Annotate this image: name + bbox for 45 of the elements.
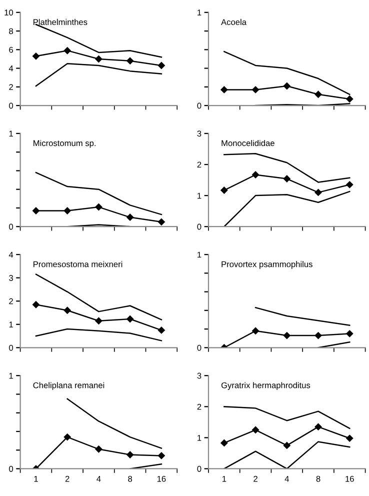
y-tick-label: 1 [9,130,13,136]
x-tick-label: 8 [128,476,132,482]
y-tick-label: 0 [9,224,14,230]
y-tick-label: 8 [9,28,13,34]
y-tick-label: 1 [198,252,202,258]
x-tick-label: 1 [34,476,38,482]
y-tick-label: 6 [9,46,13,53]
y-tick-label: 0 [9,344,14,351]
text: Provortex psammophilus [222,261,312,269]
y-tick-label: 4 [8,66,14,72]
text: Microstomum sp. [34,140,96,148]
x-tick-label: 8 [316,476,320,482]
x-tick-label: 4 [284,476,289,482]
y-tick-label: 10 [4,10,14,16]
x-tick-label: 2 [254,476,258,482]
text: Acoela [221,18,247,26]
y-tick-label: 0 [197,466,202,472]
y-tick-label: 4 [8,252,14,258]
y-tick-label: 2 [9,84,13,90]
text: Gyratrix hermaphroditus [221,382,310,390]
y-tick-label: 1 [198,10,202,16]
y-tick-label: 0 [197,224,202,230]
x-tick-label: 4 [96,476,101,482]
y-tick-label: 2 [197,162,202,168]
y-tick-label: 1 [198,434,202,441]
y-tick-label: 3 [197,130,202,137]
text: Monocelididae [222,140,274,146]
y-tick-label: 1 [9,322,13,328]
x-tick-label: 16 [346,476,354,482]
text: Cheliplana remanei [33,382,104,390]
x-tick-label: 1 [222,476,226,482]
y-tick-label: 1 [198,192,202,199]
y-tick-label: 3 [9,275,13,281]
y-tick-label: 3 [197,372,202,379]
y-tick-label: 0 [197,344,202,351]
y-tick-label: 0 [197,102,202,109]
y-tick-label: 2 [197,404,202,410]
x-tick-label: 2 [65,476,70,482]
y-tick-label: 1 [9,372,13,379]
text: Plathelminthes [34,18,88,26]
text: Promesostoma meixneri [34,261,122,268]
y-tick-label: 2 [9,298,13,304]
y-tick-label: 0 [9,102,14,109]
x-tick-label: 16 [157,476,166,482]
y-tick-label: 0 [9,466,14,472]
